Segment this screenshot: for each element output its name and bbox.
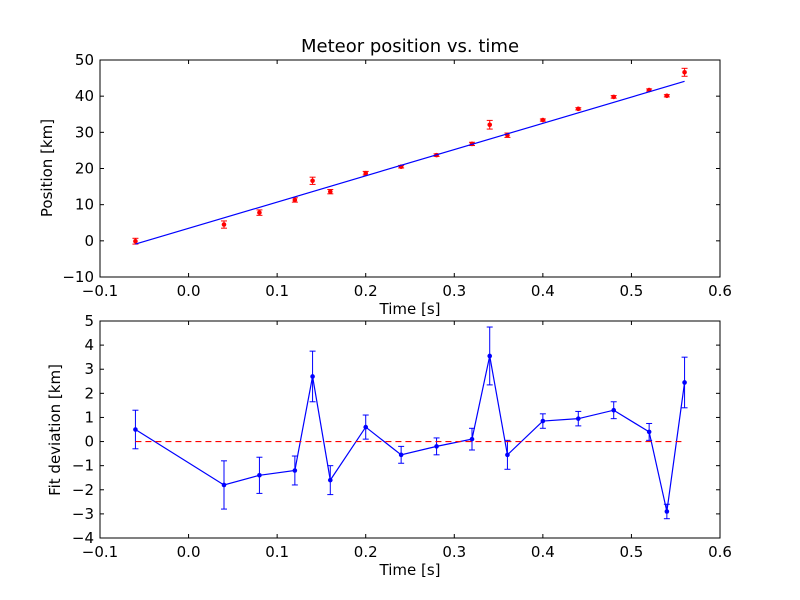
deviation-y-ticks: −4 −3 −2 −1 0 1 2 3 4 5	[72, 312, 720, 547]
data-point	[363, 170, 369, 176]
data-point	[363, 424, 369, 430]
deviation-y-tick-label: 5	[84, 312, 94, 330]
deviation-y-tick-label: −4	[72, 529, 94, 547]
deviation-y-tick-label: 2	[84, 384, 94, 402]
data-point	[221, 222, 227, 227]
data-point	[133, 238, 138, 244]
data-point	[434, 444, 439, 449]
position-y-ticks: −10 0 10 20 30 40 50	[62, 51, 720, 286]
position-x-tick-label: 0.2	[354, 282, 378, 300]
deviation-x-tick-label: 0.1	[265, 543, 289, 561]
data-point	[487, 353, 493, 359]
data-point	[310, 178, 315, 184]
data-point	[398, 452, 404, 458]
position-y-tick-label: 50	[75, 51, 94, 69]
position-x-tick-label: 0.3	[442, 282, 466, 300]
position-y-tick-label: −10	[62, 268, 94, 286]
deviation-x-tick-label: 0.0	[177, 543, 201, 561]
deviation-x-ticks: −0.1 0.0 0.1 0.2 0.3 0.4 0.5 0.6	[82, 321, 732, 561]
deviation-y-tick-label: −1	[72, 457, 94, 475]
deviation-x-tick-label: 0.6	[708, 543, 732, 561]
data-point	[611, 94, 617, 100]
data-point	[664, 509, 670, 514]
position-y-tick-label: 0	[84, 232, 94, 250]
deviation-line	[135, 355, 686, 512]
data-point	[327, 189, 333, 194]
data-point	[575, 416, 581, 421]
data-point	[257, 210, 262, 215]
data-point	[664, 93, 670, 99]
deviation-y-tick-label: 0	[84, 433, 94, 451]
position-y-tick-label: 10	[75, 196, 94, 214]
position-y-axis-label: Position [km]	[38, 119, 56, 217]
deviation-y-axis-label: Fit deviation [km]	[46, 364, 64, 496]
deviation-y-tick-label: 4	[84, 336, 94, 354]
data-point	[682, 69, 687, 75]
data-point	[611, 407, 617, 413]
data-point	[327, 477, 333, 483]
position-x-tick-label: 0.0	[177, 282, 201, 300]
data-point	[646, 429, 652, 435]
data-point	[682, 380, 687, 385]
data-point	[575, 106, 581, 112]
data-point	[257, 473, 262, 478]
deviation-y-tick-label: −3	[72, 505, 94, 523]
position-x-tick-label: 0.4	[531, 282, 555, 300]
data-point	[487, 122, 493, 128]
position-x-axis-label: Time [s]	[379, 300, 441, 318]
position-chart-title: Meteor position vs. time	[301, 36, 519, 57]
deviation-x-tick-label: −0.1	[82, 543, 118, 561]
data-point	[310, 374, 315, 379]
data-point	[133, 427, 138, 432]
position-plot-layer	[132, 67, 688, 245]
deviation-y-tick-label: −2	[72, 481, 94, 499]
position-y-tick-label: 40	[75, 87, 94, 105]
position-x-tick-label: 0.5	[619, 282, 643, 300]
deviation-x-axis-label: Time [s]	[379, 561, 441, 579]
deviation-x-tick-label: 0.2	[354, 543, 378, 561]
fit-line	[135, 80, 685, 245]
data-point	[540, 117, 546, 123]
deviation-x-tick-label: 0.3	[442, 543, 466, 561]
position-chart: Meteor position vs. time −0.1 0.0 0.1 0.2 0.…	[38, 36, 732, 318]
deviation-plot-layer	[132, 326, 688, 520]
deviation-x-tick-label: 0.4	[531, 543, 555, 561]
data-point	[505, 452, 510, 458]
data-point	[540, 418, 546, 424]
deviation-y-tick-label: 1	[84, 408, 94, 426]
data-point	[469, 436, 475, 442]
position-x-tick-label: −0.1	[82, 282, 118, 300]
position-x-tick-label: 0.1	[265, 282, 289, 300]
position-y-tick-label: 30	[75, 123, 94, 141]
position-x-ticks: −0.1 0.0 0.1 0.2 0.3 0.4 0.5 0.6	[82, 60, 732, 300]
position-x-tick-label: 0.6	[708, 282, 732, 300]
position-y-tick-label: 20	[75, 160, 94, 178]
deviation-x-tick-label: 0.5	[619, 543, 643, 561]
data-point	[292, 197, 298, 203]
data-point	[292, 468, 298, 473]
deviation-plot-frame	[99, 320, 721, 539]
deviation-y-tick-label: 3	[84, 360, 94, 378]
data-point	[221, 482, 227, 488]
deviation-chart: −0.1 0.0 0.1 0.2 0.3 0.4 0.5 0.6 −4 −3 −2 −1 0 1 2 3 4 5…	[46, 312, 732, 579]
